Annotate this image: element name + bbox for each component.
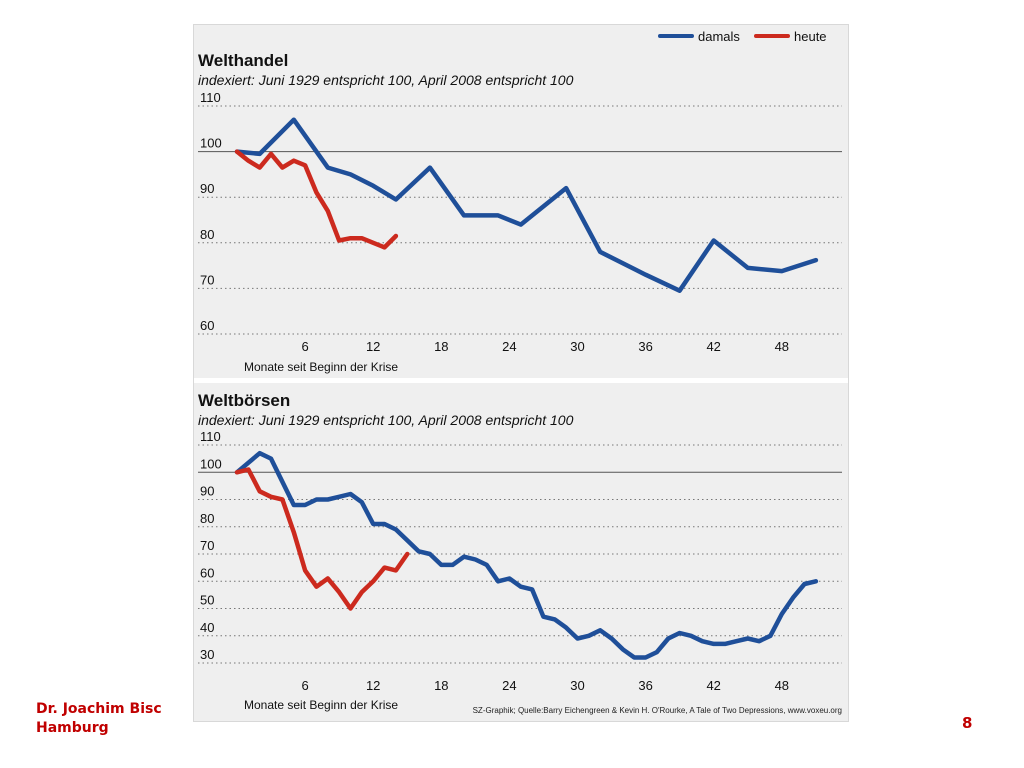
y-tick-label: 100 — [200, 136, 222, 151]
x-tick-label: 6 — [301, 339, 308, 354]
x-tick-label: 36 — [638, 339, 652, 354]
y-tick-label: 70 — [200, 538, 214, 553]
x-tick-label: 42 — [706, 678, 720, 693]
chart-svg: damals heute Welthandel indexiert: Juni 19… — [194, 25, 848, 721]
x-tick-label: 42 — [706, 339, 720, 354]
panel-welthandel: Welthandel indexiert: Juni 1929 entsprich… — [198, 51, 842, 374]
legend-label-damals: damals — [698, 29, 740, 44]
x-tick-label: 36 — [638, 678, 652, 693]
y-tick-label: 50 — [200, 593, 214, 608]
chart-subtitle: indexiert: Juni 1929 entspricht 100, Apr… — [198, 72, 574, 88]
series-line-damals — [234, 450, 819, 660]
y-tick-label: 100 — [200, 456, 222, 471]
x-tick-label: 30 — [570, 678, 584, 693]
y-tick-label: 110 — [200, 90, 221, 105]
x-tick-label: 18 — [434, 339, 448, 354]
x-tick-label: 24 — [502, 678, 516, 693]
page-number: 8 — [962, 714, 973, 732]
x-tick-label: 30 — [570, 339, 584, 354]
series-line-heute — [234, 149, 399, 250]
footer-author: Dr. Joachim Bisc — [36, 701, 162, 717]
x-tick-label: 24 — [502, 339, 516, 354]
x-tick-label: 48 — [775, 339, 789, 354]
y-tick-label: 30 — [200, 647, 214, 662]
legend: damals heute — [658, 29, 827, 44]
chart-title: Weltbörsen — [198, 391, 290, 410]
x-tick-label: 12 — [366, 339, 380, 354]
y-tick-label: 90 — [200, 181, 214, 196]
y-tick-label: 90 — [200, 484, 214, 499]
chart-figure: damals heute Welthandel indexiert: Juni 19… — [193, 24, 849, 722]
series-line-heute — [234, 467, 410, 611]
y-tick-label: 40 — [200, 620, 214, 635]
y-tick-label: 70 — [200, 272, 214, 287]
x-tick-label: 18 — [434, 678, 448, 693]
panel-weltboersen: Weltbörsen indexiert: Juni 1929 entsprich… — [198, 391, 842, 712]
x-tick-label: 48 — [775, 678, 789, 693]
panel-separator — [194, 378, 848, 383]
chart-subtitle: indexiert: Juni 1929 entspricht 100, Apr… — [198, 412, 574, 428]
series-line-damals — [234, 117, 819, 293]
legend-label-heute: heute — [794, 29, 827, 44]
source-note: SZ-Graphik; Quelle:Barry Eichengreen & K… — [473, 706, 842, 715]
footer-city: Hamburg — [36, 720, 109, 736]
y-tick-label: 60 — [200, 318, 214, 333]
x-tick-label: 12 — [366, 678, 380, 693]
chart-title: Welthandel — [198, 51, 288, 70]
y-tick-label: 110 — [200, 429, 221, 444]
y-tick-label: 80 — [200, 227, 214, 242]
y-tick-label: 80 — [200, 511, 214, 526]
x-axis-label: Monate seit Beginn der Krise — [244, 360, 398, 374]
x-tick-label: 6 — [301, 678, 308, 693]
x-axis-label: Monate seit Beginn der Krise — [244, 698, 398, 712]
y-tick-label: 60 — [200, 565, 214, 580]
chart-background — [194, 25, 848, 721]
